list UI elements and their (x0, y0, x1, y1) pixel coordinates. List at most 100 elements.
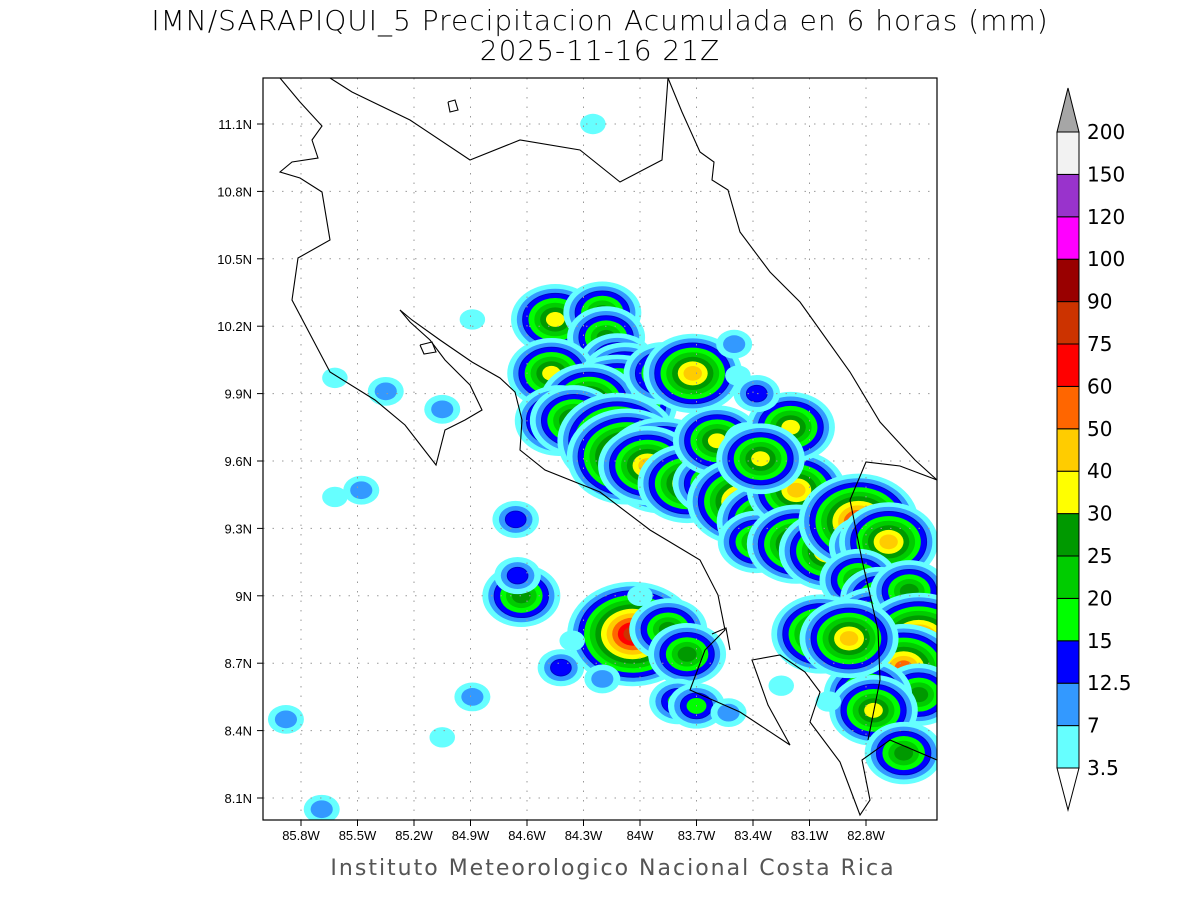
colorbar-label: 60 (1087, 374, 1112, 398)
colorbar-swatch (1056, 597, 1080, 642)
precip-cell (303, 794, 340, 820)
precip-cell (454, 682, 491, 712)
precip-contour (506, 566, 529, 585)
precip-contour (717, 703, 740, 722)
precip-cell (710, 698, 747, 728)
colorbar-swatch (1056, 725, 1080, 769)
precip-cell (768, 675, 794, 696)
precip-cell (367, 376, 404, 406)
map-title: IMN/SARAPIQUI_5 Precipitacion Acumulada … (151, 4, 1049, 37)
lat-tick-label: 8.7N (225, 656, 252, 671)
precip-contour (591, 670, 614, 688)
colorbar-swatch (1056, 216, 1080, 260)
colorbar-under-triangle (1056, 767, 1080, 812)
lon-tick-label: 82.8W (847, 828, 885, 843)
colorbar-swatch (1056, 428, 1080, 472)
precip-contour (550, 658, 572, 677)
lon-tick-label: 83.7W (678, 828, 716, 843)
map-frame (262, 77, 938, 821)
lon-tick-label: 83.4W (734, 828, 772, 843)
lat-tick-label: 8.4N (225, 724, 252, 739)
precip-cell (584, 664, 621, 694)
colorbar-over-triangle (1056, 87, 1080, 133)
precip-contour (723, 335, 746, 354)
precip-contour (683, 366, 702, 381)
lon-tick-label: 85.8W (282, 828, 320, 843)
precip-contour (504, 510, 527, 529)
precip-cell (815, 691, 842, 712)
precip-contour (322, 367, 348, 389)
precip-contour (429, 727, 455, 748)
precip-cell (343, 475, 380, 505)
precip-contour (815, 691, 842, 712)
coastline (399, 309, 937, 817)
coastline (419, 341, 437, 355)
axis-ticks: 85.8W 85.5W 85.2W 84.9W 84.6W 84.3W 84W 83.7W 83… (217, 117, 885, 843)
coastline (329, 78, 669, 183)
precip-contour (751, 451, 770, 467)
coastline (447, 99, 459, 113)
precip-contour (310, 800, 333, 819)
precip-cell (267, 704, 304, 734)
colorbar-swatch (1056, 131, 1080, 175)
precip-contour (787, 482, 806, 498)
colorbar-swatch (1056, 301, 1080, 345)
coastline (849, 461, 937, 501)
colorbar-swatch (1056, 555, 1080, 599)
lon-tick-label: 84.3W (565, 828, 603, 843)
lat-tick-label: 9.6N (225, 454, 252, 469)
colorbar-swatch (1056, 258, 1080, 303)
colorbar-swatch (1056, 343, 1080, 387)
map-subtitle: 2025-11-16 21Z (479, 34, 721, 67)
colorbar-swatch (1056, 682, 1080, 727)
colorbar-label: 40 (1087, 459, 1112, 483)
precip-contour (431, 400, 454, 419)
precip-cell (424, 394, 461, 424)
lat-tick-label: 9N (235, 589, 252, 604)
precip-cell (507, 337, 596, 409)
precip-cell (580, 113, 606, 135)
lat-tick-label: 10.5N (217, 252, 252, 267)
colorbar-label: 3.5 (1087, 756, 1119, 780)
colorbar-label: 15 (1087, 629, 1112, 653)
precip-contour (461, 688, 484, 706)
lon-tick-label: 85.5W (339, 828, 377, 843)
precip-cell (643, 333, 743, 413)
precip-contour (745, 384, 768, 403)
precip-contour (322, 486, 348, 508)
colorbar-swatch (1056, 385, 1080, 430)
coastline (849, 499, 881, 741)
precip-contour (459, 309, 486, 330)
precip-cell (322, 367, 348, 389)
precip-cell (716, 423, 805, 495)
colorbar-label: 100 (1087, 247, 1125, 271)
lat-tick-label: 9.3N (225, 521, 252, 536)
precip-contour (677, 646, 697, 662)
colorbar-label: 200 (1087, 120, 1125, 144)
precip-cell (492, 500, 539, 539)
lon-tick-label: 83.1W (791, 828, 829, 843)
precip-cell (716, 329, 753, 359)
colorbar-label: 75 (1087, 332, 1112, 356)
lon-tick-label: 85.2W (395, 828, 433, 843)
coastline (667, 78, 937, 481)
lat-tick-label: 11.1N (218, 117, 252, 132)
colorbar-swatch (1056, 640, 1080, 684)
colorbar-label: 12.5 (1087, 671, 1132, 695)
precip-contour (894, 745, 914, 761)
footer-credit: Instituto Meteorologico Nacional Costa R… (330, 856, 896, 881)
precip-contour (879, 534, 898, 550)
precip-cell (322, 486, 348, 508)
precip-contour (839, 631, 859, 646)
lon-tick-label: 84.6W (508, 828, 546, 843)
colorbar-label: 50 (1087, 417, 1112, 441)
precip-cell (799, 598, 899, 679)
colorbar-label: 150 (1087, 162, 1125, 186)
precip-contour (627, 585, 653, 606)
precip-contour (545, 312, 565, 327)
precip-contour (559, 630, 585, 651)
coastlines (278, 78, 937, 817)
colorbar-label: 25 (1087, 544, 1112, 568)
precip-contour (580, 113, 606, 135)
